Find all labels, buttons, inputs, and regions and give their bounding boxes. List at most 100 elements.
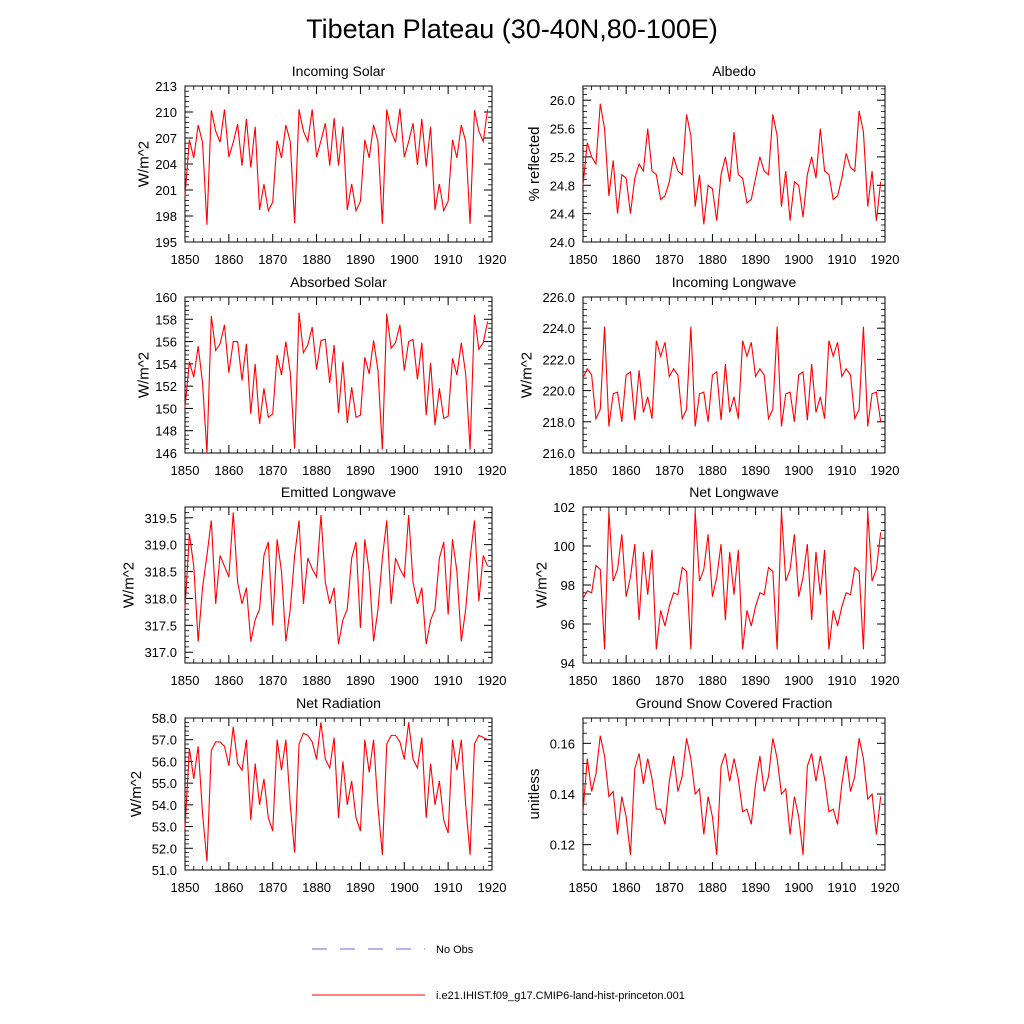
x-tick-label: 1910 [827, 880, 856, 895]
x-tick-label: 1900 [784, 463, 813, 478]
x-tick-label: 1880 [302, 463, 331, 478]
x-tick-label: 1860 [612, 252, 641, 267]
series-line [582, 103, 882, 225]
x-tick-label: 1910 [434, 463, 463, 478]
x-tick-label: 1890 [741, 673, 770, 688]
x-tick-label: 1920 [871, 880, 900, 895]
y-tick-label: 24.0 [550, 235, 575, 250]
y-axis-label: W/m^2 [136, 141, 153, 187]
x-tick-label: 1890 [346, 463, 375, 478]
x-tick-label: 1890 [741, 880, 770, 895]
legend-label-model: i.e21.IHIST.f09_g17.CMIP6-land-hist-prin… [436, 990, 685, 1002]
y-tick-label: 318.0 [144, 591, 177, 606]
y-tick-label: 24.8 [550, 178, 575, 193]
series-line [184, 108, 489, 225]
x-tick-label: 1860 [214, 463, 243, 478]
y-tick-label: 160 [155, 290, 177, 305]
y-tick-label: 0.16 [550, 736, 575, 751]
y-tick-label: 57.0 [152, 733, 177, 748]
panel-incoming-solar: 1850 1860 1870 1880 1890 1900 1910 1920 195 198 20… [136, 63, 507, 267]
x-tick-label: 1870 [655, 252, 684, 267]
y-tick-label: 52.0 [152, 841, 177, 856]
y-tick-label: 201 [155, 183, 177, 198]
y-tick-label: 55.0 [152, 776, 177, 791]
panel-title: Albedo [712, 63, 756, 79]
y-tick-label: 150 [155, 401, 177, 416]
y-tick-label: 226.0 [542, 290, 575, 305]
y-tick-label: 98 [561, 578, 575, 593]
y-axis-label: % reflected [526, 126, 543, 201]
y-tick-label: 154 [155, 357, 177, 372]
y-axis-label: W/m^2 [121, 562, 138, 608]
y-tick-label: 216.0 [542, 446, 575, 461]
x-tick-label: 1900 [390, 463, 419, 478]
legend-label-no-obs: No Obs [436, 944, 474, 956]
panel-title: Net Longwave [689, 484, 779, 500]
plot-frame [184, 506, 493, 664]
plot-frame [582, 717, 886, 871]
x-tick-label: 1870 [655, 880, 684, 895]
x-tick-label: 1920 [478, 880, 507, 895]
x-tick-label: 1910 [827, 252, 856, 267]
y-tick-label: 26.0 [550, 93, 575, 108]
x-tick-label: 1870 [258, 463, 287, 478]
y-tick-label: 25.6 [550, 122, 575, 137]
x-tick-label: 1900 [784, 252, 813, 267]
x-tick-label: 1920 [871, 673, 900, 688]
x-tick-label: 1890 [346, 880, 375, 895]
x-tick-label: 1860 [612, 880, 641, 895]
y-tick-label: 25.2 [550, 150, 575, 165]
y-tick-label: 318.5 [144, 565, 177, 580]
panel-title: Absorbed Solar [290, 274, 387, 290]
series-line [582, 735, 882, 855]
panel-emitted-longwave: 1850 1860 1870 1880 1890 1900 1910 1920 317.0 317… [121, 484, 507, 688]
x-tick-label: 1910 [827, 463, 856, 478]
y-tick-label: 156 [155, 335, 177, 350]
x-tick-label: 1920 [871, 463, 900, 478]
y-tick-label: 224.0 [542, 321, 575, 336]
x-tick-label: 1900 [784, 880, 813, 895]
x-tick-label: 1880 [698, 880, 727, 895]
y-axis-label: W/m^2 [519, 352, 536, 398]
x-tick-label: 1890 [346, 673, 375, 688]
x-tick-label: 1850 [569, 673, 598, 688]
y-tick-label: 195 [155, 235, 177, 250]
y-tick-label: 317.0 [144, 645, 177, 660]
x-tick-label: 1910 [434, 880, 463, 895]
series-line [184, 512, 489, 645]
y-tick-label: 317.5 [144, 618, 177, 633]
series-line [582, 510, 882, 650]
x-tick-label: 1920 [478, 673, 507, 688]
plot-frame [582, 296, 886, 454]
x-tick-label: 1860 [214, 880, 243, 895]
x-tick-label: 1900 [390, 252, 419, 267]
y-tick-label: 96 [561, 617, 575, 632]
x-tick-label: 1850 [569, 252, 598, 267]
x-tick-label: 1850 [569, 880, 598, 895]
y-tick-label: 24.4 [550, 207, 575, 222]
plot-frame [184, 717, 493, 871]
plot-frame [582, 85, 886, 243]
y-tick-label: 210 [155, 105, 177, 120]
x-tick-label: 1870 [258, 880, 287, 895]
x-tick-label: 1880 [698, 463, 727, 478]
x-tick-label: 1850 [171, 673, 200, 688]
y-axis-label: W/m^2 [136, 352, 153, 398]
x-tick-label: 1850 [171, 463, 200, 478]
series-line [582, 326, 882, 427]
x-tick-label: 1910 [827, 673, 856, 688]
panel-albedo: 1850 1860 1870 1880 1890 1900 1910 1920 24.0 24.4… [526, 63, 899, 267]
y-tick-label: 152 [155, 379, 177, 394]
y-tick-label: 56.0 [152, 754, 177, 769]
panel-title: Emitted Longwave [281, 484, 396, 500]
x-tick-label: 1850 [569, 463, 598, 478]
panel-net-longwave: 1850 1860 1870 1880 1890 1900 1910 1920 94 96 98 10… [534, 484, 900, 688]
y-tick-label: 158 [155, 312, 177, 327]
x-tick-label: 1910 [434, 673, 463, 688]
x-tick-label: 1880 [302, 673, 331, 688]
panel-title: Incoming Solar [292, 63, 386, 79]
y-tick-label: 51.0 [152, 863, 177, 878]
x-tick-label: 1880 [302, 252, 331, 267]
